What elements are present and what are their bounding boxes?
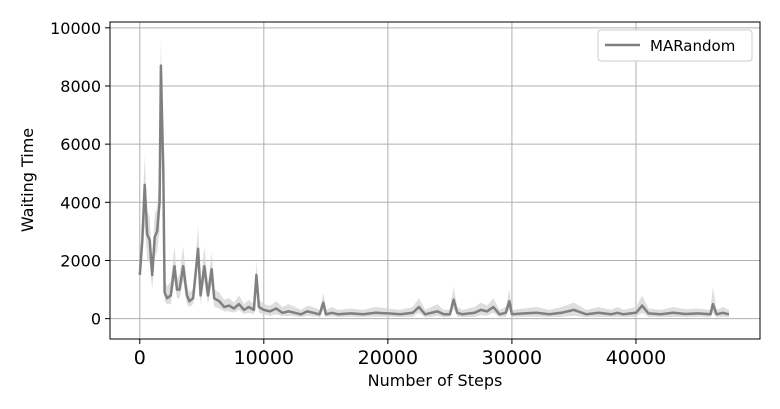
x-tick-label: 0 — [134, 347, 146, 369]
series-line — [138, 64, 730, 316]
y-tick-label: 0 — [91, 310, 101, 329]
x-axis-label: Number of Steps — [368, 371, 503, 390]
y-tick-label: 6000 — [60, 135, 101, 154]
y-tick-label: 10000 — [50, 19, 101, 38]
x-tick-label: 10000 — [234, 347, 294, 369]
legend-label: MARandom — [650, 37, 735, 55]
legend: MARandom — [597, 29, 753, 62]
plot-frame — [109, 21, 761, 340]
confidence-band — [139, 39, 730, 318]
y-tick-label: 8000 — [60, 77, 101, 96]
legend-box — [597, 29, 753, 62]
x-tick-label: 20000 — [358, 347, 418, 369]
y-axis-label: Waiting Time — [18, 128, 37, 232]
y-tick-label: 2000 — [60, 251, 101, 270]
x-ticks: 0 10000 20000 30000 40000 — [134, 339, 666, 369]
series-lines-layer — [138, 64, 730, 316]
y-tick-label: 4000 — [60, 193, 101, 212]
confidence-band-layer — [139, 39, 730, 318]
grid — [110, 22, 760, 339]
x-tick-label: 40000 — [606, 347, 666, 369]
x-tick-label: 30000 — [482, 347, 542, 369]
y-ticks: 0 2000 4000 6000 8000 10000 — [50, 19, 110, 329]
